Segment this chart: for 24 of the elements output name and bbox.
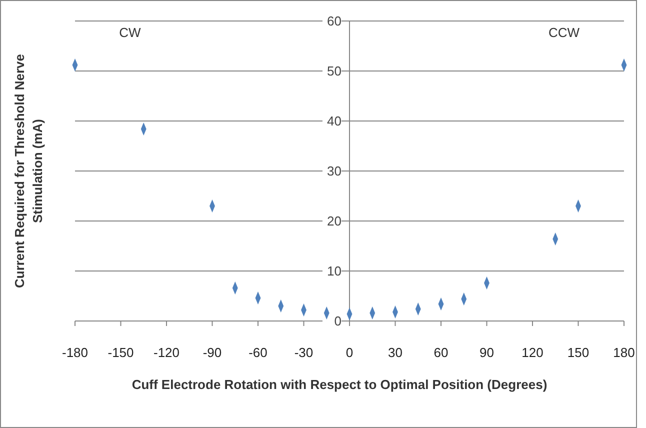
- x-tick-label: 0: [346, 345, 354, 360]
- x-axis-title: Cuff Electrode Rotation with Respect to Optimal Position (Degrees): [132, 377, 548, 392]
- x-tick-label: 120: [522, 345, 544, 360]
- y-tick-label: 50: [327, 64, 342, 79]
- y-tick-label: 30: [327, 164, 342, 179]
- y-axis-title: Current Required for Threshold Nerve Stimulation (mA): [12, 54, 45, 288]
- x-tick-label: 90: [480, 345, 494, 360]
- annotation: CCW: [548, 25, 580, 40]
- y-tick-label: 40: [327, 114, 342, 129]
- x-tick-label: -120: [153, 345, 180, 360]
- x-tick-label: -30: [294, 345, 314, 360]
- y-tick-label: 10: [327, 264, 342, 279]
- x-tick-label: -180: [62, 345, 88, 360]
- y-tick-label: 0: [334, 314, 342, 329]
- y-tick-label: 20: [327, 214, 342, 229]
- x-tick-label: 180: [613, 345, 635, 360]
- x-tick-label: 30: [388, 345, 402, 360]
- y-tick-label: 60: [327, 14, 342, 29]
- annotation: CW: [119, 25, 142, 40]
- x-tick-label: -150: [108, 345, 134, 360]
- x-tick-label: 150: [567, 345, 590, 360]
- x-tick-label: -90: [202, 345, 222, 360]
- x-tick-label: -60: [248, 345, 268, 360]
- x-tick-label: 60: [434, 345, 448, 360]
